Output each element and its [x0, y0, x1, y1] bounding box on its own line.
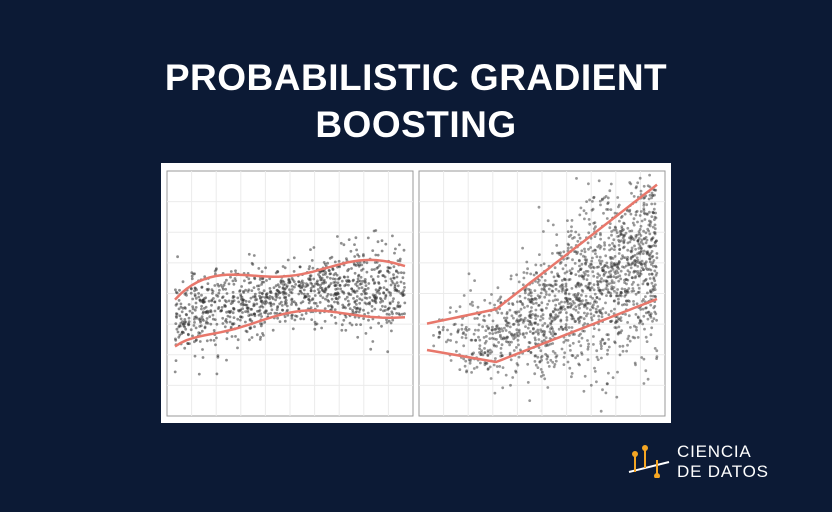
- logo-text: CIENCIA DE DATOS: [677, 442, 769, 482]
- title-line-1: PROBABILISTIC GRADIENT: [164, 57, 668, 98]
- logo-text-line-1: CIENCIA: [677, 442, 752, 461]
- left-upper-band: [174, 258, 406, 301]
- scatter-figure: [161, 163, 671, 423]
- right-upper-band: [426, 183, 658, 325]
- brand-logo: CIENCIA DE DATOS: [627, 440, 807, 484]
- scatter-plots-svg: [166, 170, 666, 417]
- left-lower-band: [174, 309, 406, 348]
- right-lower-band: [426, 297, 658, 364]
- left-points: [173, 229, 407, 376]
- logo-text-line-2: DE DATOS: [677, 462, 769, 481]
- scatter-regression-logo-icon: [628, 445, 670, 478]
- page-title: PROBABILISTIC GRADIENT BOOSTING: [0, 54, 832, 148]
- title-line-2: BOOSTING: [315, 104, 517, 145]
- left-panel: [166, 170, 414, 417]
- right-panel: [418, 170, 666, 417]
